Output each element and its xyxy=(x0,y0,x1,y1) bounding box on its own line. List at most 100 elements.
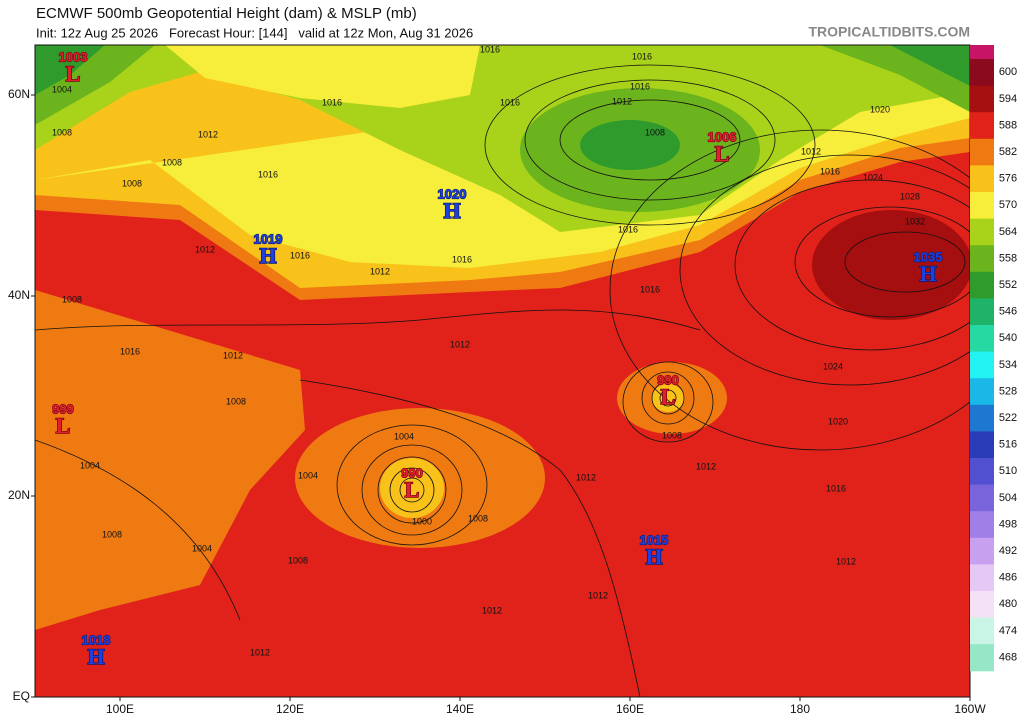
colorbar-swatch xyxy=(970,511,994,539)
pressure-value: 1003 xyxy=(59,49,88,64)
isobar-label: 1008 xyxy=(645,127,665,137)
colorbar-swatch xyxy=(970,591,994,619)
isobar-label: 1016 xyxy=(640,284,660,294)
pressure-value: 1020 xyxy=(438,186,467,201)
colorbar-label: 510 xyxy=(999,465,1017,477)
colorbar-label: 504 xyxy=(999,492,1017,504)
isobar-label: 1004 xyxy=(394,431,414,441)
colorbar-swatch xyxy=(970,298,994,326)
colorbar-swatch xyxy=(970,112,994,140)
lon-label: 120E xyxy=(276,702,304,716)
pressure-value: 1019 xyxy=(254,231,283,246)
pressure-value: 990 xyxy=(657,372,679,387)
map-field xyxy=(35,45,970,697)
isobar-label: 1016 xyxy=(258,169,278,179)
isobar-label: 1016 xyxy=(820,166,840,176)
pressure-value: 1018 xyxy=(82,632,111,647)
isobar-label: 1012 xyxy=(696,461,716,471)
colorbar-label: 474 xyxy=(999,625,1017,637)
pressure-symbol: L xyxy=(405,477,420,502)
colorbar-swatch xyxy=(970,537,994,565)
isobar-label: 1008 xyxy=(122,178,142,188)
isobar-label: 1012 xyxy=(836,556,856,566)
isobar-label: 1016 xyxy=(452,254,472,264)
pressure-value: 1006 xyxy=(708,129,737,144)
colorbar-swatch xyxy=(970,484,994,512)
colorbar-swatch xyxy=(970,85,994,113)
colorbar-swatch xyxy=(970,325,994,353)
pressure-symbol: L xyxy=(715,141,730,166)
subtitle: Init: 12z Aug 25 2026 Forecast Hour: [14… xyxy=(36,25,473,40)
isobar-label: 1012 xyxy=(370,266,390,276)
isobar-label: 1016 xyxy=(120,346,140,356)
isobar-label: 1012 xyxy=(195,244,215,254)
isobar-label: 1012 xyxy=(588,590,608,600)
pressure-value: 999 xyxy=(52,401,74,416)
colorbar-label: 480 xyxy=(999,598,1017,610)
colorbar-label: 570 xyxy=(999,199,1017,211)
isobar-label: 1024 xyxy=(863,172,883,182)
isobar-label: 1012 xyxy=(482,605,502,615)
isobar-label: 1008 xyxy=(662,430,682,440)
colorbar-swatch xyxy=(970,431,994,459)
isobar-label: 1012 xyxy=(576,472,596,482)
colorbar-label: 582 xyxy=(999,146,1017,158)
isobar-label: 1012 xyxy=(612,96,632,106)
isobar-label: 1016 xyxy=(630,81,650,91)
colorbar-label: 498 xyxy=(999,518,1017,530)
isobar-label: 1012 xyxy=(801,146,821,156)
colorbar-label: 534 xyxy=(999,359,1017,371)
isobars xyxy=(35,64,970,697)
colorbar-swatch xyxy=(970,245,994,273)
isobar-label: 1016 xyxy=(322,97,342,107)
pressure-value: 990 xyxy=(401,465,423,480)
isobar-label: 1008 xyxy=(162,157,182,167)
lat-label: 60N xyxy=(8,87,30,101)
colorbar-label: 516 xyxy=(999,439,1017,451)
isobar-label: 1004 xyxy=(52,84,72,94)
isobar-label: 1016 xyxy=(632,51,652,61)
colorbar-swatch xyxy=(970,564,994,592)
pressure-value: 1035 xyxy=(914,249,943,264)
colorbar-label: 546 xyxy=(999,306,1017,318)
colorbar-swatch xyxy=(970,271,994,299)
pressure-symbol: L xyxy=(661,384,676,409)
colorbar-label: 492 xyxy=(999,545,1017,557)
isobar-label: 1008 xyxy=(62,294,82,304)
isobar-label: 1008 xyxy=(52,127,72,137)
isobar-label: 1008 xyxy=(102,529,122,539)
lon-label: 160W xyxy=(954,702,986,716)
isobar-label: 1016 xyxy=(826,483,846,493)
isobar-label: 1024 xyxy=(823,361,843,371)
colorbar-label: 528 xyxy=(999,385,1017,397)
colorbar-label: 486 xyxy=(999,572,1017,584)
colorbar-label: 564 xyxy=(999,226,1017,238)
lat-label: 40N xyxy=(8,288,30,302)
isobar-label: 1016 xyxy=(500,97,520,107)
pressure-symbol: L xyxy=(56,413,71,438)
pressure-symbol: H xyxy=(919,261,936,286)
lon-label: 100E xyxy=(106,702,134,716)
colorbar-swatch xyxy=(970,59,994,87)
pressure-symbol: L xyxy=(66,61,81,86)
colorbar-swatch xyxy=(970,404,994,432)
colorbar-label: 522 xyxy=(999,412,1017,424)
lon-label: 140E xyxy=(446,702,474,716)
isobar-label: 1012 xyxy=(250,647,270,657)
isobar-label: 1004 xyxy=(80,460,100,470)
isobar-label: 1012 xyxy=(450,339,470,349)
colorbar-swatch xyxy=(970,617,994,645)
colorbar-swatch xyxy=(970,351,994,379)
isobar-label: 1028 xyxy=(900,191,920,201)
isobar-label: 1020 xyxy=(828,416,848,426)
isobar-label: 1008 xyxy=(468,513,488,523)
isobar-label: 1016 xyxy=(290,250,310,260)
colorbar-label: 540 xyxy=(999,332,1017,344)
isobar-label: 1004 xyxy=(298,470,318,480)
isobar-label: 1008 xyxy=(288,555,308,565)
pressure-symbol: H xyxy=(87,644,104,669)
lon-label: 160E xyxy=(616,702,644,716)
colorbar-label: 594 xyxy=(999,93,1017,105)
